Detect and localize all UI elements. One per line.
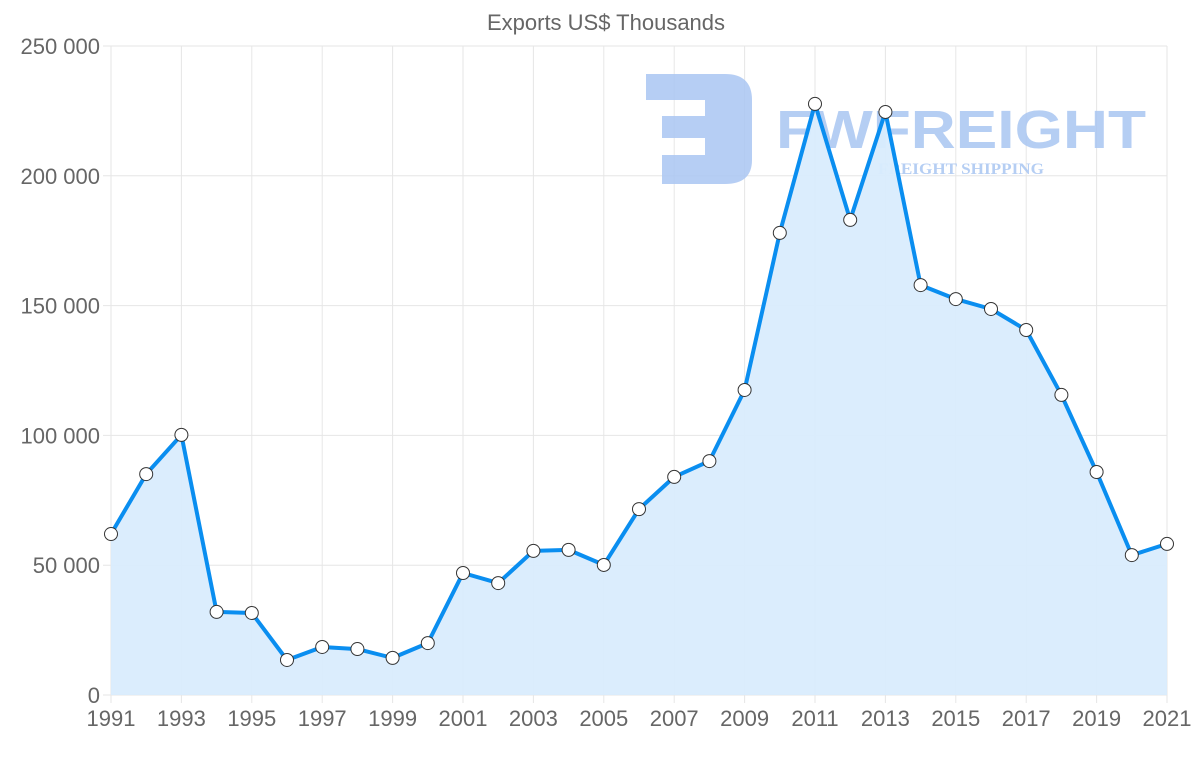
data-point-1997[interactable] (315, 639, 330, 654)
x-tick-label: 1999 (368, 706, 417, 731)
x-tick-label: 2017 (1002, 706, 1051, 731)
data-point-2001[interactable] (456, 565, 470, 580)
data-point-2008[interactable] (702, 454, 717, 469)
data-point-2018[interactable] (1054, 387, 1069, 402)
data-point-2019[interactable] (1089, 465, 1104, 480)
y-tick-label: 100 000 (20, 423, 100, 448)
data-point-2015[interactable] (948, 292, 963, 307)
series-exports (104, 96, 1174, 695)
data-point-2016[interactable] (984, 301, 998, 316)
x-tick-label: 1997 (298, 706, 347, 731)
data-point-1999[interactable] (385, 650, 400, 665)
data-point-1996[interactable] (280, 652, 294, 667)
data-point-2002[interactable] (491, 576, 506, 591)
area-fill (111, 103, 1167, 695)
data-point-1993[interactable] (174, 427, 189, 442)
y-tick-label: 150 000 (20, 294, 100, 319)
data-point-2007[interactable] (667, 469, 682, 484)
x-tick-label: 2013 (861, 706, 910, 731)
x-tick-label: 2003 (509, 706, 558, 731)
data-point-1991[interactable] (104, 527, 118, 542)
watermark-logo: FWFREIGHT FREIGHT SHIPPING (646, 74, 1146, 184)
x-tick-label: 2009 (720, 706, 769, 731)
x-tick-label: 2007 (650, 706, 699, 731)
data-point-2012[interactable] (843, 212, 858, 227)
data-point-2006[interactable] (632, 502, 646, 517)
data-point-2009[interactable] (737, 382, 752, 397)
x-tick-label: 2015 (931, 706, 980, 731)
x-axis-ticks: 1991 1993 1995 1997 1999 2001 2003 2005 2007 2009… (87, 706, 1192, 731)
data-point-1994[interactable] (209, 604, 224, 619)
x-tick-label: 1993 (157, 706, 206, 731)
y-tick-label: 250 000 (20, 34, 100, 59)
x-tick-label: 2005 (579, 706, 628, 731)
data-point-2021[interactable] (1160, 536, 1174, 551)
data-point-2010[interactable] (772, 225, 787, 240)
data-point-1995[interactable] (244, 605, 259, 620)
watermark-logo-mark (646, 74, 752, 184)
y-axis-ticks: 0 50 000 100 000 150 000 200 000 250 000 (20, 34, 100, 708)
data-point-2013[interactable] (878, 104, 893, 119)
data-point-2017[interactable] (1019, 323, 1034, 338)
x-tick-label: 2001 (439, 706, 488, 731)
data-point-2011[interactable] (808, 96, 822, 111)
data-point-2020[interactable] (1124, 548, 1139, 563)
y-tick-label: 200 000 (20, 164, 100, 189)
data-point-1998[interactable] (350, 642, 365, 657)
data-point-1992[interactable] (139, 467, 154, 482)
watermark-brand: FWFREIGHT (776, 100, 1146, 160)
x-tick-label: 1991 (87, 706, 136, 731)
data-point-2000[interactable] (420, 636, 435, 651)
x-tick-label: 2011 (791, 706, 838, 731)
data-point-2005[interactable] (596, 557, 611, 572)
y-tick-label: 50 000 (33, 553, 100, 578)
chart-title: Exports US$ Thousands (487, 10, 725, 35)
data-point-2003[interactable] (526, 543, 541, 558)
watermark-tagline: FREIGHT SHIPPING (878, 161, 1045, 178)
data-point-2004[interactable] (561, 542, 576, 557)
data-point-2014[interactable] (913, 278, 928, 293)
x-tick-label: 1995 (227, 706, 276, 731)
x-tick-label: 2019 (1072, 706, 1121, 731)
x-tick-label: 2021 (1143, 706, 1192, 731)
y-tick-label: 0 (88, 683, 100, 708)
